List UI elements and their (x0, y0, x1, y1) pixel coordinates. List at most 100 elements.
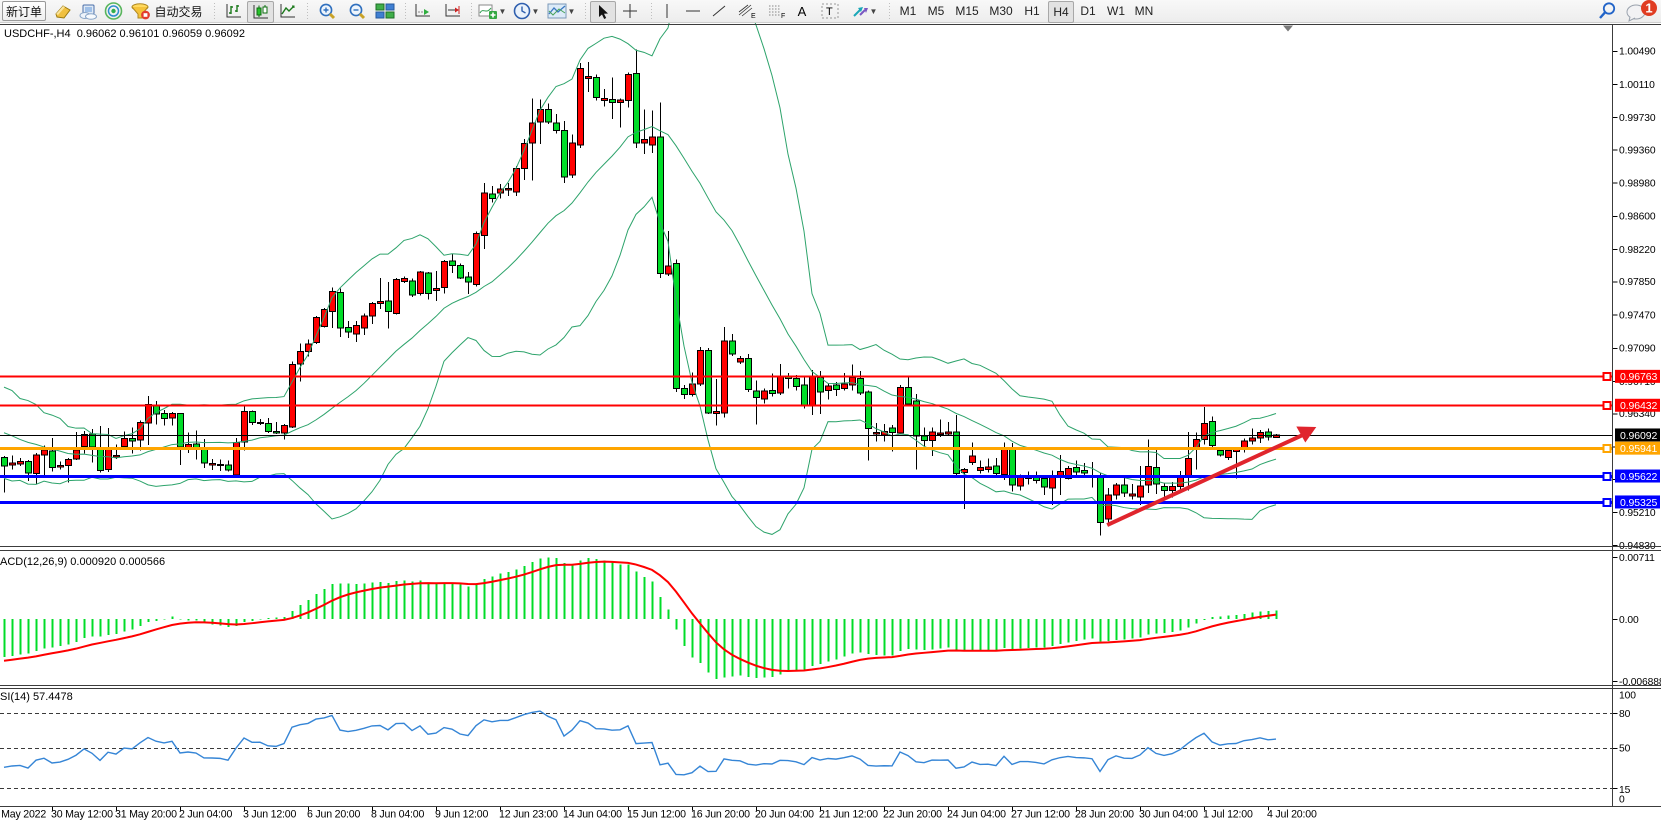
vertical-line-icon (666, 4, 668, 18)
text-label-tool-button[interactable]: T (818, 0, 842, 22)
fibonacci-tool-button[interactable]: E (734, 0, 760, 22)
tile-windows-button[interactable] (372, 0, 398, 22)
candle-body (969, 455, 976, 463)
candlestick-chart-icon (253, 5, 268, 19)
candle-body (793, 377, 800, 388)
periods-clock-icon (513, 2, 530, 20)
candle-body (129, 438, 136, 442)
candle-body (329, 291, 336, 312)
tile-windows-icon (375, 3, 395, 19)
candlestick-mode-button[interactable] (247, 1, 274, 23)
candle-body (569, 142, 576, 176)
candle-body (9, 462, 16, 466)
macd-signal-line (3, 560, 1277, 672)
candle-body (633, 73, 640, 144)
bar-chart-icon (226, 4, 241, 18)
candle-body (697, 349, 704, 385)
auto-scroll-button[interactable] (410, 0, 436, 22)
chart-shift-marker[interactable] (1283, 25, 1293, 32)
time-tick-label: 27 Jun 12:00 (1011, 809, 1070, 821)
candle-body (553, 122, 560, 131)
candle-body (1001, 448, 1008, 475)
arrows-tool-button[interactable]: ▼ (848, 0, 880, 22)
chart-shift-button[interactable] (440, 0, 466, 22)
candle-body (609, 98, 616, 104)
price-tick-label: 0.95210 (1619, 508, 1656, 519)
candle-body (361, 315, 368, 329)
candle-body (25, 461, 32, 474)
hline-axis-marker[interactable] (1602, 401, 1612, 410)
trend-arrow-head[interactable] (1296, 426, 1317, 443)
candle-body (521, 142, 528, 169)
toolbar-separator (888, 3, 891, 19)
timeframe-M15[interactable]: M15 (955, 4, 979, 18)
new-chart-icon (55, 5, 71, 19)
time-tick-label: 1 Jul 12:00 (1203, 809, 1253, 821)
candle-body (297, 350, 304, 365)
indicators-button[interactable]: ▼ (476, 0, 508, 22)
time-tick-label: 4 Jul 20:00 (1267, 809, 1317, 821)
cursor-tool-button[interactable] (590, 1, 616, 23)
timeframe-D1[interactable]: D1 (1080, 4, 1096, 18)
text-tool-button[interactable]: A (797, 3, 807, 19)
line-chart-mode-button[interactable] (276, 0, 300, 22)
notifications-button[interactable]: 1 (1624, 0, 1660, 22)
candle-body (529, 122, 536, 144)
hline-axis-marker[interactable] (1602, 444, 1612, 453)
vertical-line-tool-button[interactable] (656, 0, 678, 22)
dropdown-caret: ▼ (498, 6, 507, 16)
candle-body (801, 384, 808, 407)
zoom-out-button[interactable] (344, 0, 370, 22)
candle-body (393, 279, 400, 315)
chat-bubble-icon: 1 (1626, 0, 1657, 22)
crosshair-tool-button[interactable] (618, 0, 642, 22)
dropdown-caret: ▼ (567, 6, 576, 16)
candle-body (481, 192, 488, 237)
price-axis[interactable]: 1.00490 1.00110 0.99730 0.99360 0.98980 0.986… (1612, 47, 1661, 552)
bar-chart-mode-button[interactable] (222, 0, 246, 22)
price-line-label: 0.95325 (1620, 497, 1658, 509)
autotrading-button[interactable]: 自动交易 (128, 0, 206, 22)
horizontal-line-tool-button[interactable] (682, 0, 704, 22)
trendline-tool-button[interactable] (708, 0, 730, 22)
trend-arrow-line[interactable] (1106, 432, 1306, 527)
chart-area[interactable]: 1.00490 1.00110 0.99730 0.99360 0.98980 0.986… (0, 23, 1661, 821)
main-price-panel (1, 49, 1280, 536)
timeframe-W1[interactable]: W1 (1107, 4, 1125, 18)
candle-body (825, 385, 832, 391)
candle-body (273, 431, 280, 434)
zoom-in-button[interactable] (314, 0, 340, 22)
timeframe-M1[interactable]: M1 (899, 4, 917, 18)
candle-body (713, 411, 720, 414)
candle-body (641, 139, 648, 144)
candle-body (1129, 493, 1136, 497)
hline-axis-marker[interactable] (1602, 498, 1612, 507)
candle-body (649, 136, 656, 146)
timeframe-H1[interactable]: H1 (1024, 4, 1040, 18)
new-chart-button[interactable] (52, 0, 74, 22)
timeframe-MN[interactable]: MN (1134, 4, 1154, 18)
search-button[interactable] (1594, 0, 1620, 22)
templates-button[interactable]: ▼ (544, 0, 578, 22)
candle-body (201, 448, 208, 464)
zoom-out-icon (349, 3, 366, 20)
time-tick-label: 12 Jun 23:00 (499, 809, 558, 821)
timeframe-H4[interactable]: H4 (1048, 1, 1074, 23)
hline-axis-marker[interactable] (1602, 472, 1612, 481)
timeframe-M30[interactable]: M30 (989, 4, 1013, 18)
fibonacci-icon: E (738, 4, 756, 19)
timeframe-M5[interactable]: M5 (927, 4, 945, 18)
candle-body (753, 390, 760, 399)
new-order-button[interactable]: 新订单 (2, 1, 46, 21)
candle-body (65, 459, 72, 467)
signals-button[interactable] (102, 0, 124, 22)
candle-body (137, 421, 144, 441)
time-tick-label: 24 Jun 04:00 (947, 809, 1006, 821)
grid-tool-button[interactable]: F (764, 0, 790, 22)
profiles-button[interactable] (78, 0, 100, 22)
periods-button[interactable]: ▼ (510, 0, 542, 22)
hline-axis-marker[interactable] (1602, 372, 1612, 381)
price-line-label-box (1615, 428, 1660, 442)
toolbar-separator (404, 3, 407, 19)
